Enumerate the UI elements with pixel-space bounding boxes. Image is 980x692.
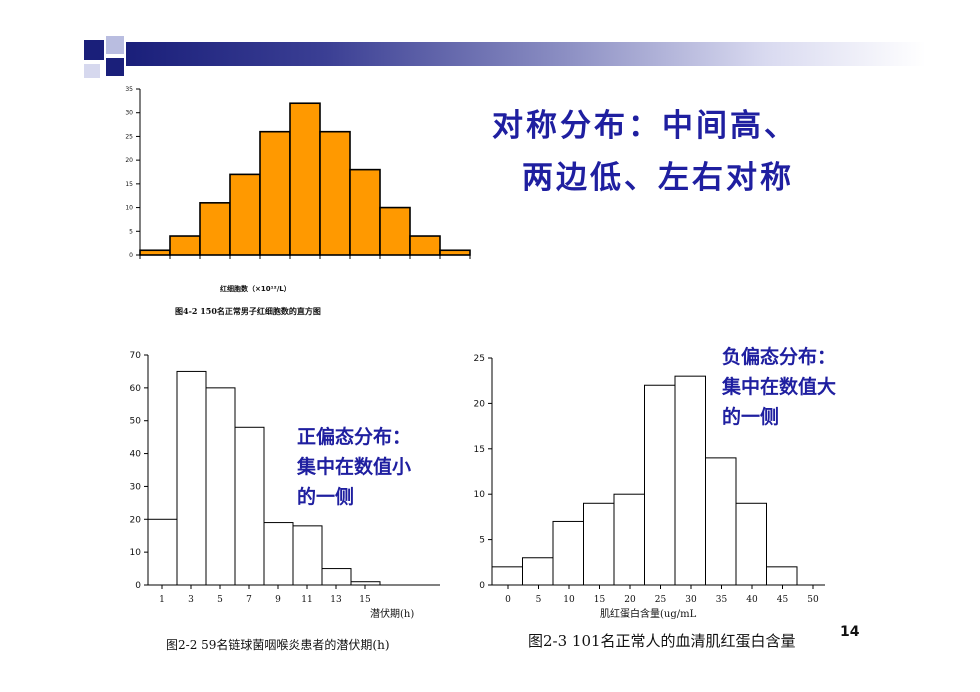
c1-bar: [229, 173, 261, 256]
c3-bar: [766, 566, 798, 586]
c2-xtick-label: 1: [159, 595, 165, 605]
c3-ytick-label: 0: [479, 581, 485, 591]
c1-ytick-label: 15: [125, 181, 133, 188]
c2-xtick-label: 7: [246, 595, 252, 605]
c2-ytick-label: 60: [130, 384, 142, 394]
c3-bar: [644, 384, 676, 586]
c2-bar: [321, 568, 352, 586]
c1-bar: [409, 235, 441, 256]
c1-ytick-label: 10: [125, 205, 133, 212]
c3-bar: [583, 502, 615, 586]
chart2-xlabel: 潜伏期(h): [370, 607, 414, 620]
note-positive-line-1: 正偏态分布：: [297, 426, 412, 448]
c3-bar: [552, 520, 584, 586]
headline-line-1: 对称分布：中间高、: [492, 108, 798, 144]
c3-xtick-label: 20: [624, 595, 636, 605]
c2-bar: [292, 525, 323, 586]
c2-ytick-label: 50: [130, 417, 142, 427]
c1-bar: [139, 249, 171, 256]
c3-xtick-label: 35: [716, 595, 728, 605]
c1-ytick-label: 0: [129, 252, 133, 259]
c3-bar: [613, 493, 645, 586]
c1-ytick-label: 20: [125, 157, 133, 164]
c1-bar: [349, 168, 381, 256]
c2-bar: [205, 387, 236, 586]
c1-bar: [439, 249, 471, 256]
chart3-caption: 图2-3 101名正常人的血清肌红蛋白含量: [528, 632, 796, 650]
c2-bar: [147, 518, 178, 586]
c3-xtick-label: 5: [536, 595, 542, 605]
c1-ytick-label: 35: [125, 86, 133, 93]
c1-bar: [379, 206, 411, 256]
negative-skew-histogram: 0 5 10 15 20 25 0 5 10 15 20 25 30 35 40 45 50 肌红蛋白含量(u…: [474, 354, 825, 620]
note-positive-skew: 正偏态分布： 集中在数值小 的一侧: [297, 422, 411, 512]
c2-bar: [263, 522, 294, 586]
c2-ytick-label: 70: [130, 351, 142, 361]
c2-xtick-label: 9: [275, 595, 281, 605]
c1-bar: [169, 235, 201, 256]
deco-square-1: [84, 40, 104, 60]
c3-ytick-label: 20: [474, 399, 486, 409]
c2-ytick-label: 20: [130, 515, 142, 525]
chart1-caption: 图4-2 150名正常男子红细胞数的直方图: [175, 306, 321, 316]
c1-bar: [259, 130, 291, 256]
note-negative-line-2: 集中在数值大: [722, 376, 837, 398]
c3-ytick-label: 25: [474, 354, 485, 364]
c3-xtick-label: 15: [594, 595, 606, 605]
symmetric-histogram: 0 5 10 15 20 25 30 35 红细胞数（×10¹²/L）: [125, 86, 471, 293]
c3-ytick-label: 10: [474, 490, 486, 500]
c3-bar: [491, 566, 523, 586]
deco-square-3: [106, 58, 124, 76]
deco-square-2: [106, 36, 124, 54]
c2-ytick-label: 0: [135, 581, 141, 591]
note-positive-line-2: 集中在数值小: [297, 456, 412, 478]
c3-xtick-label: 0: [505, 595, 511, 605]
c1-ytick-label: 30: [125, 110, 133, 117]
c3-ytick-label: 15: [474, 445, 485, 455]
note-negative-line-1: 负偏态分布：: [722, 346, 837, 368]
c3-bar: [735, 502, 767, 586]
c3-xtick-label: 25: [655, 595, 667, 605]
c2-ytick-label: 40: [130, 450, 142, 460]
c3-ytick-label: 5: [479, 536, 485, 546]
c2-xtick-label: 3: [188, 595, 194, 605]
c3-bar: [705, 457, 737, 586]
header-gradient-bar: [126, 42, 926, 66]
c3-xtick-label: 40: [746, 595, 758, 605]
deco-square-4: [84, 64, 100, 78]
c2-ytick-label: 10: [130, 548, 142, 558]
c2-xtick-label: 11: [301, 595, 312, 605]
c1-bar: [199, 202, 231, 256]
c1-bar: [289, 102, 321, 256]
c3-xtick-label: 45: [777, 595, 789, 605]
headline-line-2: 两边低、左右对称: [522, 160, 794, 196]
c2-ytick-label: 30: [130, 482, 142, 492]
c2-xtick-label: 13: [330, 595, 342, 605]
note-positive-line-3: 的一侧: [297, 486, 355, 508]
c3-bar: [522, 557, 554, 586]
c2-xtick-label: 15: [359, 595, 371, 605]
note-negative-skew: 负偏态分布： 集中在数值大 的一侧: [722, 342, 836, 432]
c1-ytick-label: 5: [129, 228, 133, 235]
c3-xtick-label: 30: [685, 595, 697, 605]
note-negative-line-3: 的一侧: [722, 406, 780, 428]
c3-xtick-label: 50: [807, 595, 819, 605]
c3-bar: [674, 375, 706, 586]
c2-bar: [234, 426, 265, 586]
c1-bar: [319, 130, 351, 256]
c1-ytick-label: 25: [125, 133, 133, 140]
c3-xtick-label: 10: [563, 595, 575, 605]
chart3-xlabel: 肌红蛋白含量(ug/mL: [600, 607, 697, 620]
chart2-caption: 图2-2 59名链球菌咽喉炎患者的潜伏期(h): [166, 638, 390, 652]
c2-xtick-label: 5: [217, 595, 223, 605]
c2-bar: [176, 370, 207, 586]
chart1-xlabel: 红细胞数（×10¹²/L）: [220, 284, 291, 293]
page-number: 14: [840, 624, 860, 640]
